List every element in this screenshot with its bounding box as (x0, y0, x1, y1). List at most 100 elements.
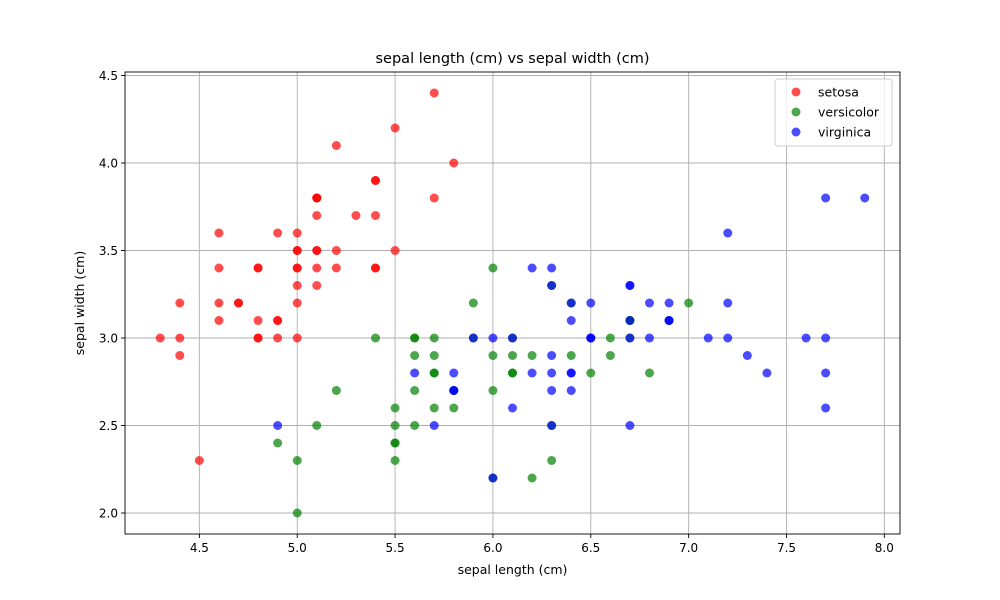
x-tick-label: 4.5 (190, 541, 209, 555)
point-versicolor (390, 438, 400, 448)
y-tick-label: 3.5 (99, 244, 118, 258)
point-virginica (527, 368, 537, 378)
point-setosa (312, 263, 322, 273)
point-virginica (625, 421, 635, 430)
legend-label-versicolor: versicolor (818, 105, 880, 120)
point-virginica (566, 298, 576, 308)
point-virginica (625, 333, 635, 343)
point-setosa (292, 228, 302, 238)
point-virginica (488, 333, 498, 343)
legend-label-setosa: setosa (818, 85, 859, 100)
y-tick-label: 3.0 (99, 332, 118, 346)
point-versicolor (312, 421, 322, 430)
y-axis-label: sepal width (cm) (72, 251, 87, 355)
point-virginica (762, 368, 772, 378)
point-virginica (273, 421, 283, 430)
legend-marker-virginica (791, 127, 801, 137)
point-versicolor (449, 403, 459, 413)
legend-marker-setosa (791, 87, 801, 97)
point-virginica (723, 298, 733, 308)
point-setosa (253, 333, 263, 343)
legend-box (774, 78, 893, 147)
chart-title: sepal length (cm) vs sepal width (cm) (376, 51, 650, 67)
point-setosa (371, 176, 381, 185)
point-versicolor (488, 263, 498, 273)
points-layer (155, 88, 870, 518)
point-virginica (527, 263, 537, 273)
ticks-layer: 4.5 5.0 5.5 6.0 6.5 7.0 7.5 8.0 2.0 2.5 3.0 3.5 4.0 4… (99, 69, 894, 555)
point-virginica (449, 386, 459, 395)
point-versicolor (527, 351, 537, 360)
point-virginica (547, 263, 557, 273)
x-axis-label: sepal length (cm) (458, 562, 568, 577)
point-versicolor (605, 351, 615, 360)
point-setosa (273, 316, 283, 325)
point-setosa (292, 298, 302, 308)
point-virginica (723, 228, 733, 238)
point-setosa (194, 456, 204, 465)
point-virginica (547, 368, 557, 378)
point-setosa (331, 263, 341, 273)
legend-label-virginica: virginica (818, 125, 871, 140)
point-setosa (214, 298, 224, 308)
point-versicolor (390, 421, 400, 430)
point-setosa (312, 281, 322, 290)
point-setosa (312, 193, 322, 203)
point-versicolor (429, 368, 439, 378)
point-virginica (547, 421, 557, 430)
point-setosa (273, 333, 283, 343)
point-setosa (292, 333, 302, 343)
plot-frame (124, 71, 901, 535)
point-versicolor (292, 456, 302, 465)
point-virginica (801, 333, 811, 343)
point-virginica (742, 351, 752, 360)
point-setosa (175, 351, 185, 360)
y-tick-label: 2.5 (99, 419, 118, 433)
point-setosa (214, 263, 224, 273)
point-versicolor (468, 298, 478, 308)
point-versicolor (410, 351, 420, 360)
point-setosa (273, 228, 283, 238)
point-versicolor (371, 333, 381, 343)
point-versicolor (273, 438, 283, 448)
point-virginica (644, 333, 654, 343)
point-virginica (508, 333, 517, 343)
point-setosa (449, 158, 459, 168)
point-setosa (214, 228, 224, 238)
point-virginica (821, 333, 831, 343)
point-setosa (371, 263, 381, 273)
point-versicolor (488, 351, 498, 360)
point-virginica (468, 333, 478, 343)
legend: setosa versicolor virginica (774, 78, 893, 147)
point-virginica (566, 386, 576, 395)
point-versicolor (508, 368, 517, 378)
point-virginica (566, 316, 576, 325)
point-versicolor (429, 351, 439, 360)
point-setosa (390, 123, 400, 133)
x-tick-label: 5.5 (386, 541, 405, 555)
legend-marker-versicolor (791, 107, 801, 117)
point-virginica (488, 473, 498, 483)
point-virginica (821, 193, 831, 203)
point-setosa (331, 246, 341, 255)
point-virginica (410, 368, 420, 378)
point-virginica (821, 368, 831, 378)
point-virginica (547, 351, 557, 360)
point-virginica (860, 193, 870, 203)
x-tick-label: 6.5 (581, 541, 600, 555)
point-virginica (586, 298, 596, 308)
point-setosa (390, 246, 400, 255)
point-setosa (292, 246, 302, 255)
point-virginica (508, 403, 517, 413)
point-virginica (449, 368, 459, 378)
y-tick-label: 2.0 (99, 507, 118, 521)
point-versicolor (488, 386, 498, 395)
point-virginica (664, 298, 674, 308)
point-versicolor (547, 456, 557, 465)
x-tick-label: 7.0 (679, 541, 698, 555)
point-setosa (214, 316, 224, 325)
y-tick-label: 4.5 (99, 69, 118, 83)
point-virginica (664, 316, 674, 325)
point-setosa (253, 316, 263, 325)
point-versicolor (410, 386, 420, 395)
